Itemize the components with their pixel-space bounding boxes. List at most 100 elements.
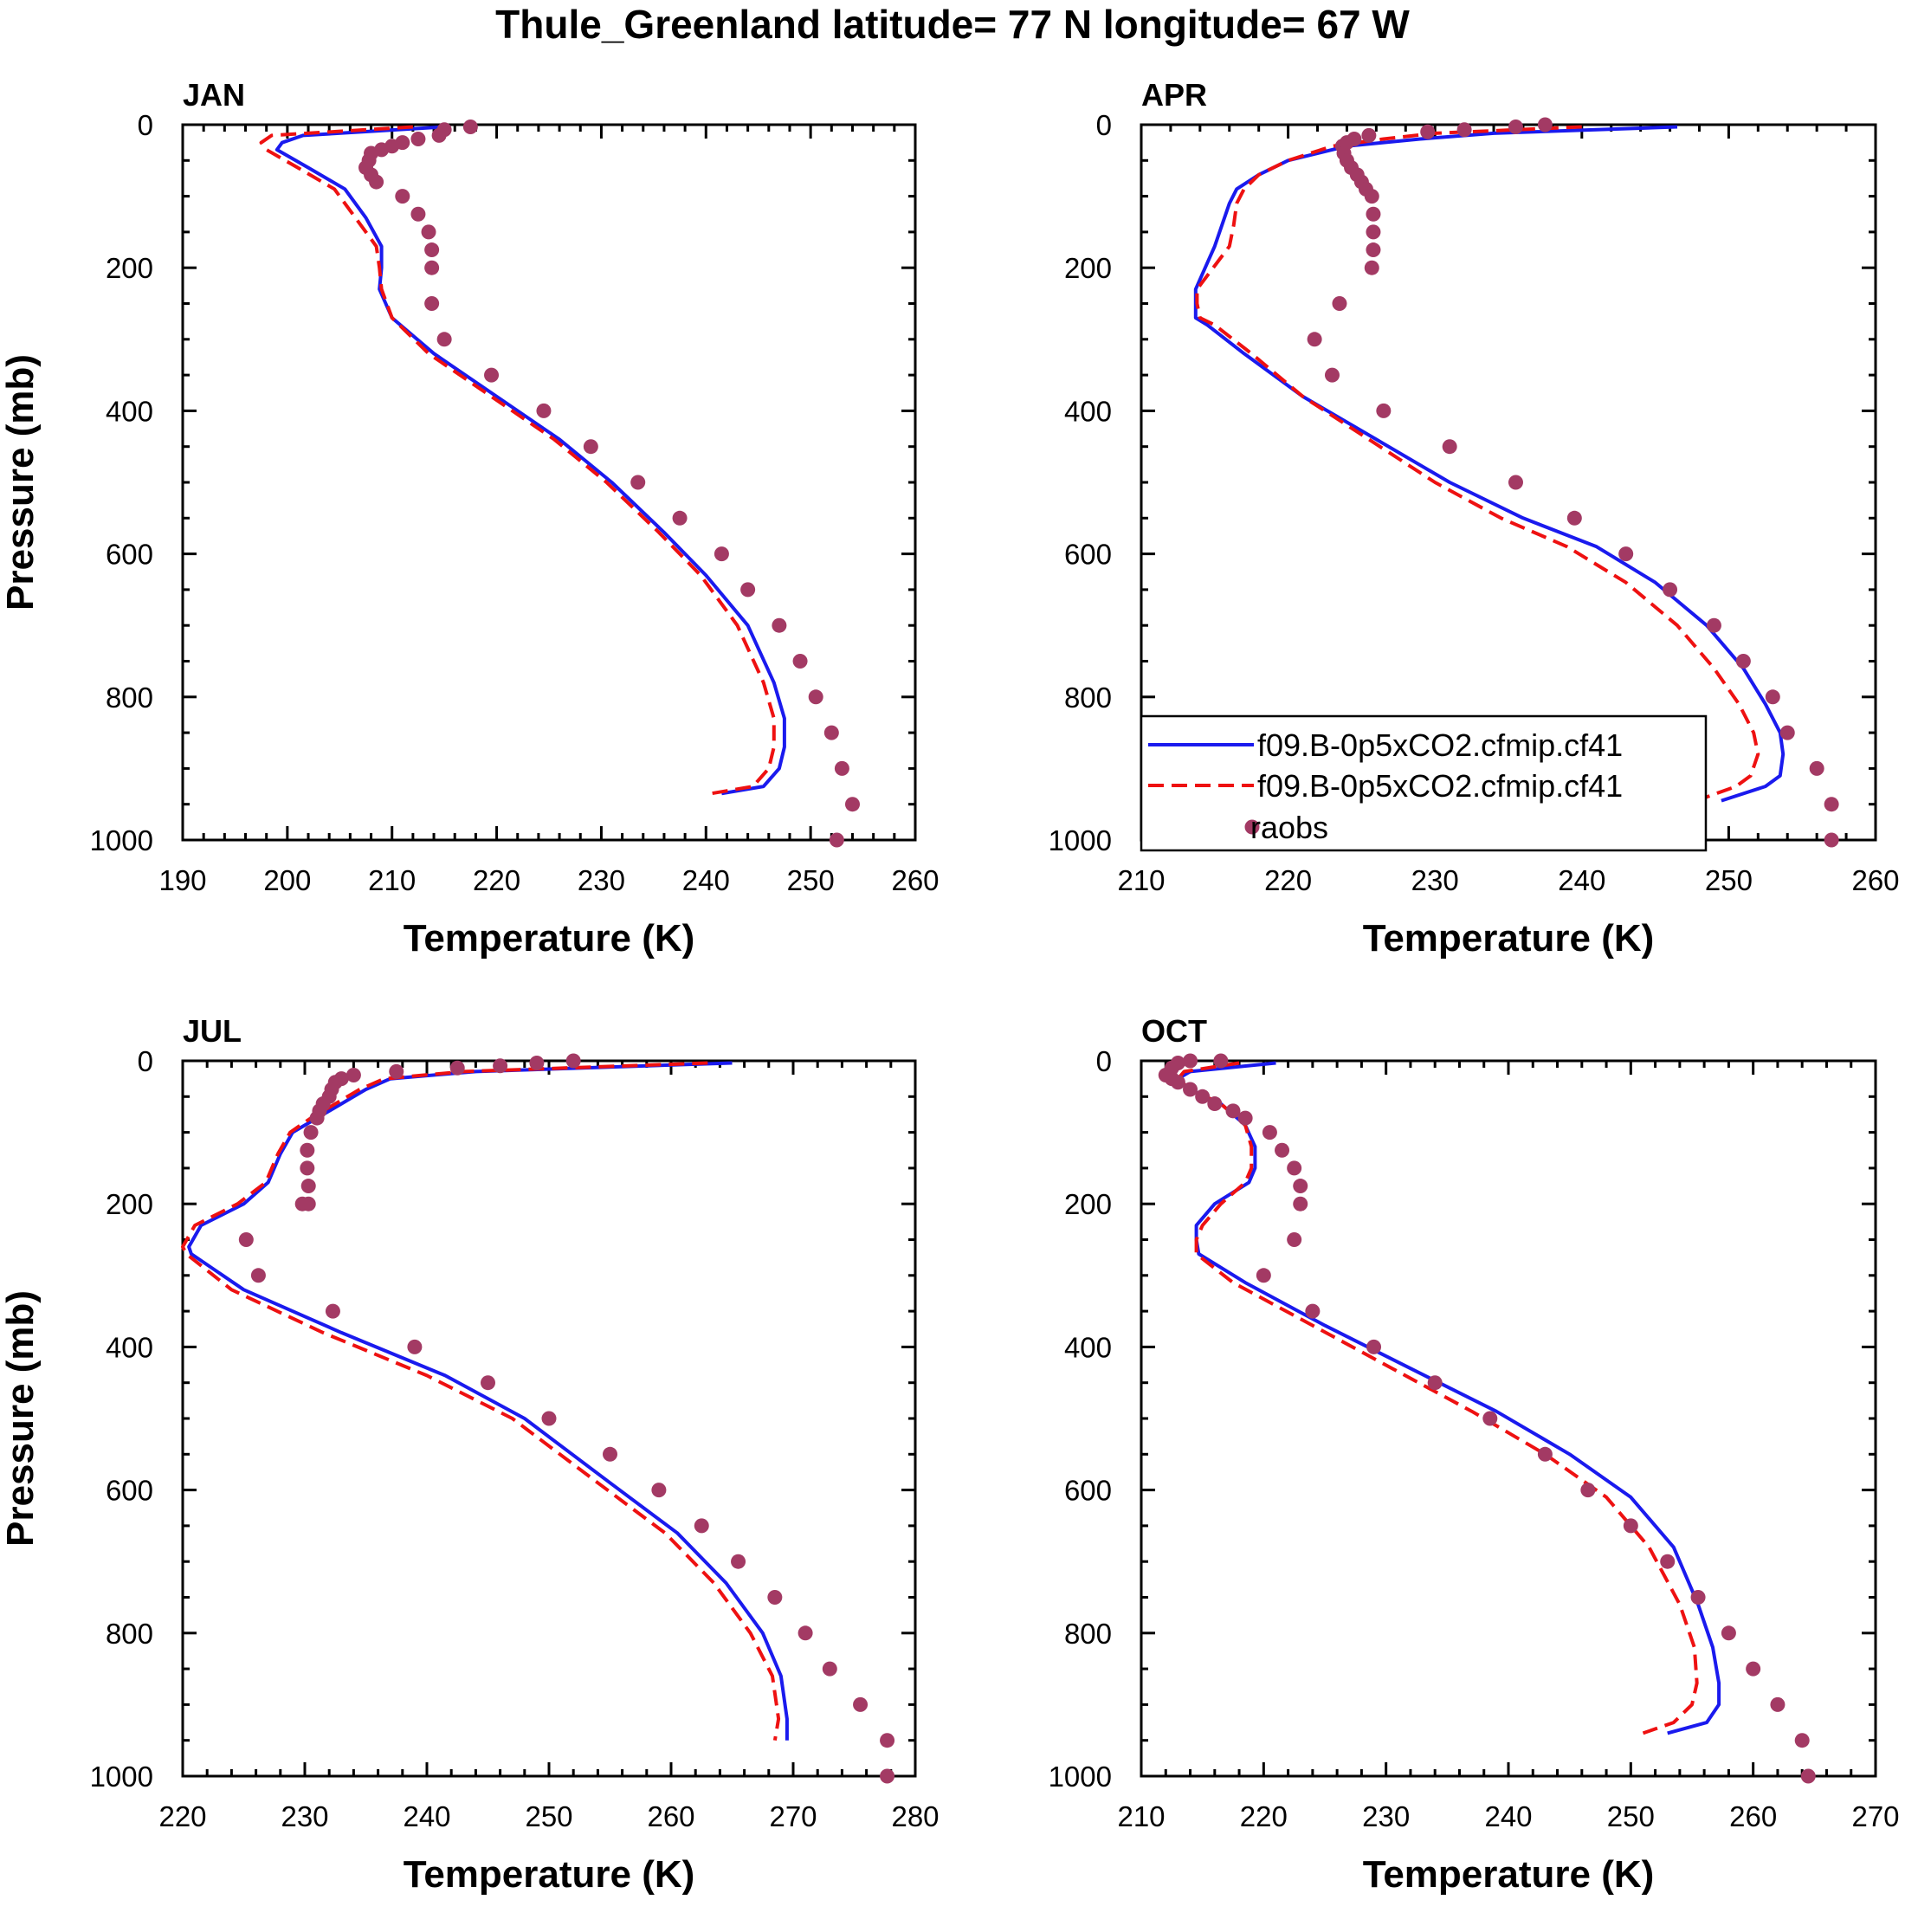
x-tick-label: 230 — [578, 864, 625, 896]
raobs-point — [410, 206, 426, 222]
y-tick-label: 1000 — [90, 824, 153, 856]
x-tick-label: 260 — [647, 1800, 694, 1832]
raobs-point — [1361, 127, 1377, 143]
raobs-point — [694, 1518, 709, 1534]
raobs-point — [294, 1196, 310, 1212]
panel-jan: JAN 190 200 210 220 230 240 250 260 0 200 400 600 800… — [0, 77, 940, 960]
raobs-point — [369, 174, 384, 190]
raobs-point — [1537, 117, 1553, 132]
raobs-point — [1660, 1554, 1676, 1569]
y-tick-label: 200 — [106, 252, 153, 284]
raobs-point — [407, 1339, 423, 1354]
raobs-point — [1366, 206, 1381, 222]
raobs-point — [389, 1063, 404, 1079]
raobs-point — [672, 510, 688, 526]
x-tick-label: 260 — [1729, 1800, 1777, 1832]
raobs-point — [309, 1110, 325, 1126]
raobs-point — [1566, 510, 1582, 526]
raobs-point — [1364, 260, 1379, 275]
x-tick-label: 250 — [1705, 864, 1753, 896]
raobs-point — [481, 1375, 495, 1391]
raobs-point — [740, 582, 756, 598]
panel-title-jan: JAN — [183, 77, 245, 113]
model-line-dashed — [259, 125, 776, 796]
raobs-point — [1706, 617, 1721, 633]
x-axis-label: Temperature (K) — [404, 917, 695, 960]
y-tick-label: 800 — [106, 682, 153, 714]
raobs-point — [714, 546, 729, 562]
raobs-point — [424, 242, 440, 258]
raobs-point — [300, 1179, 316, 1194]
x-tick-label: 270 — [1851, 1800, 1899, 1832]
raobs-point — [1366, 242, 1381, 258]
panel-apr: APR 210 220 230 240 250 260 0 200 400 600 800 1000 Te… — [1049, 77, 1900, 960]
raobs-point — [345, 1068, 361, 1083]
raobs-point — [424, 260, 440, 275]
legend-label: f09.B-0p5xCO2.cfmip.cf41 — [1257, 727, 1623, 763]
raobs-point — [529, 1055, 545, 1070]
raobs-point — [1824, 832, 1839, 848]
raobs-point — [238, 1232, 254, 1247]
legend-label: raobs — [1250, 810, 1328, 845]
raobs-point — [1800, 1768, 1816, 1784]
raobs-point — [449, 1060, 465, 1076]
raobs-point — [1262, 1125, 1277, 1140]
raobs-point — [300, 1142, 315, 1158]
raobs-point — [424, 296, 440, 311]
x-tick-label: 240 — [403, 1800, 450, 1832]
raobs-point — [1746, 1661, 1761, 1677]
x-tick-label: 250 — [1607, 1800, 1655, 1832]
raobs-point — [731, 1554, 746, 1569]
x-tick-label: 280 — [891, 1800, 939, 1832]
y-tick-label: 400 — [1064, 395, 1112, 427]
raobs-point — [1195, 1089, 1211, 1104]
raobs-point — [1256, 1268, 1271, 1283]
raobs-point — [1508, 119, 1523, 134]
x-tick-label: 210 — [368, 864, 416, 896]
x-tick-label: 250 — [525, 1800, 572, 1832]
raobs-point — [823, 725, 839, 740]
raobs-point — [395, 189, 410, 204]
y-tick-label: 800 — [1064, 682, 1112, 714]
raobs-point — [844, 797, 860, 812]
x-tick-label: 260 — [1851, 864, 1899, 896]
raobs-point — [880, 1768, 895, 1784]
raobs-point — [1170, 1075, 1185, 1090]
y-tick-label: 200 — [106, 1188, 153, 1220]
x-tick-label: 220 — [473, 864, 520, 896]
raobs-point — [1508, 475, 1523, 490]
model-line-solid — [1193, 125, 1786, 803]
raobs-point — [1213, 1053, 1229, 1069]
raobs-point — [1332, 296, 1347, 311]
raobs-point — [1183, 1082, 1198, 1097]
raobs-point — [651, 1483, 667, 1498]
raobs-point — [1663, 582, 1678, 598]
raobs-point — [300, 1160, 315, 1176]
y-tick-label: 0 — [138, 109, 153, 141]
y-tick-label: 600 — [1064, 539, 1112, 571]
raobs-point — [484, 367, 500, 383]
raobs-point — [1482, 1411, 1498, 1426]
y-tick-label: 600 — [1064, 1475, 1112, 1507]
raobs-point — [1770, 1696, 1786, 1712]
raobs-point — [1690, 1590, 1706, 1605]
y-tick-label: 200 — [1064, 1188, 1112, 1220]
panel-title-apr: APR — [1141, 77, 1207, 113]
raobs-point — [1183, 1053, 1198, 1069]
raobs-point — [1207, 1096, 1223, 1112]
model-line-solid — [187, 1061, 789, 1741]
x-tick-label: 250 — [787, 864, 835, 896]
y-tick-label: 400 — [1064, 1331, 1112, 1363]
legend-box — [1140, 714, 1708, 852]
raobs-point — [603, 1446, 617, 1462]
x-axis-label: Temperature (K) — [1363, 917, 1655, 960]
raobs-point — [834, 760, 849, 776]
y-tick-label: 0 — [1096, 109, 1112, 141]
raobs-point — [1618, 546, 1634, 562]
panel-jul: JUL 220 230 240 250 260 270 280 0 200 400 600 800 100… — [0, 1013, 940, 1896]
model-line-dashed — [181, 1061, 781, 1741]
raobs-point — [1293, 1179, 1308, 1194]
raobs-point — [1305, 1303, 1321, 1319]
x-tick-label: 260 — [891, 864, 939, 896]
